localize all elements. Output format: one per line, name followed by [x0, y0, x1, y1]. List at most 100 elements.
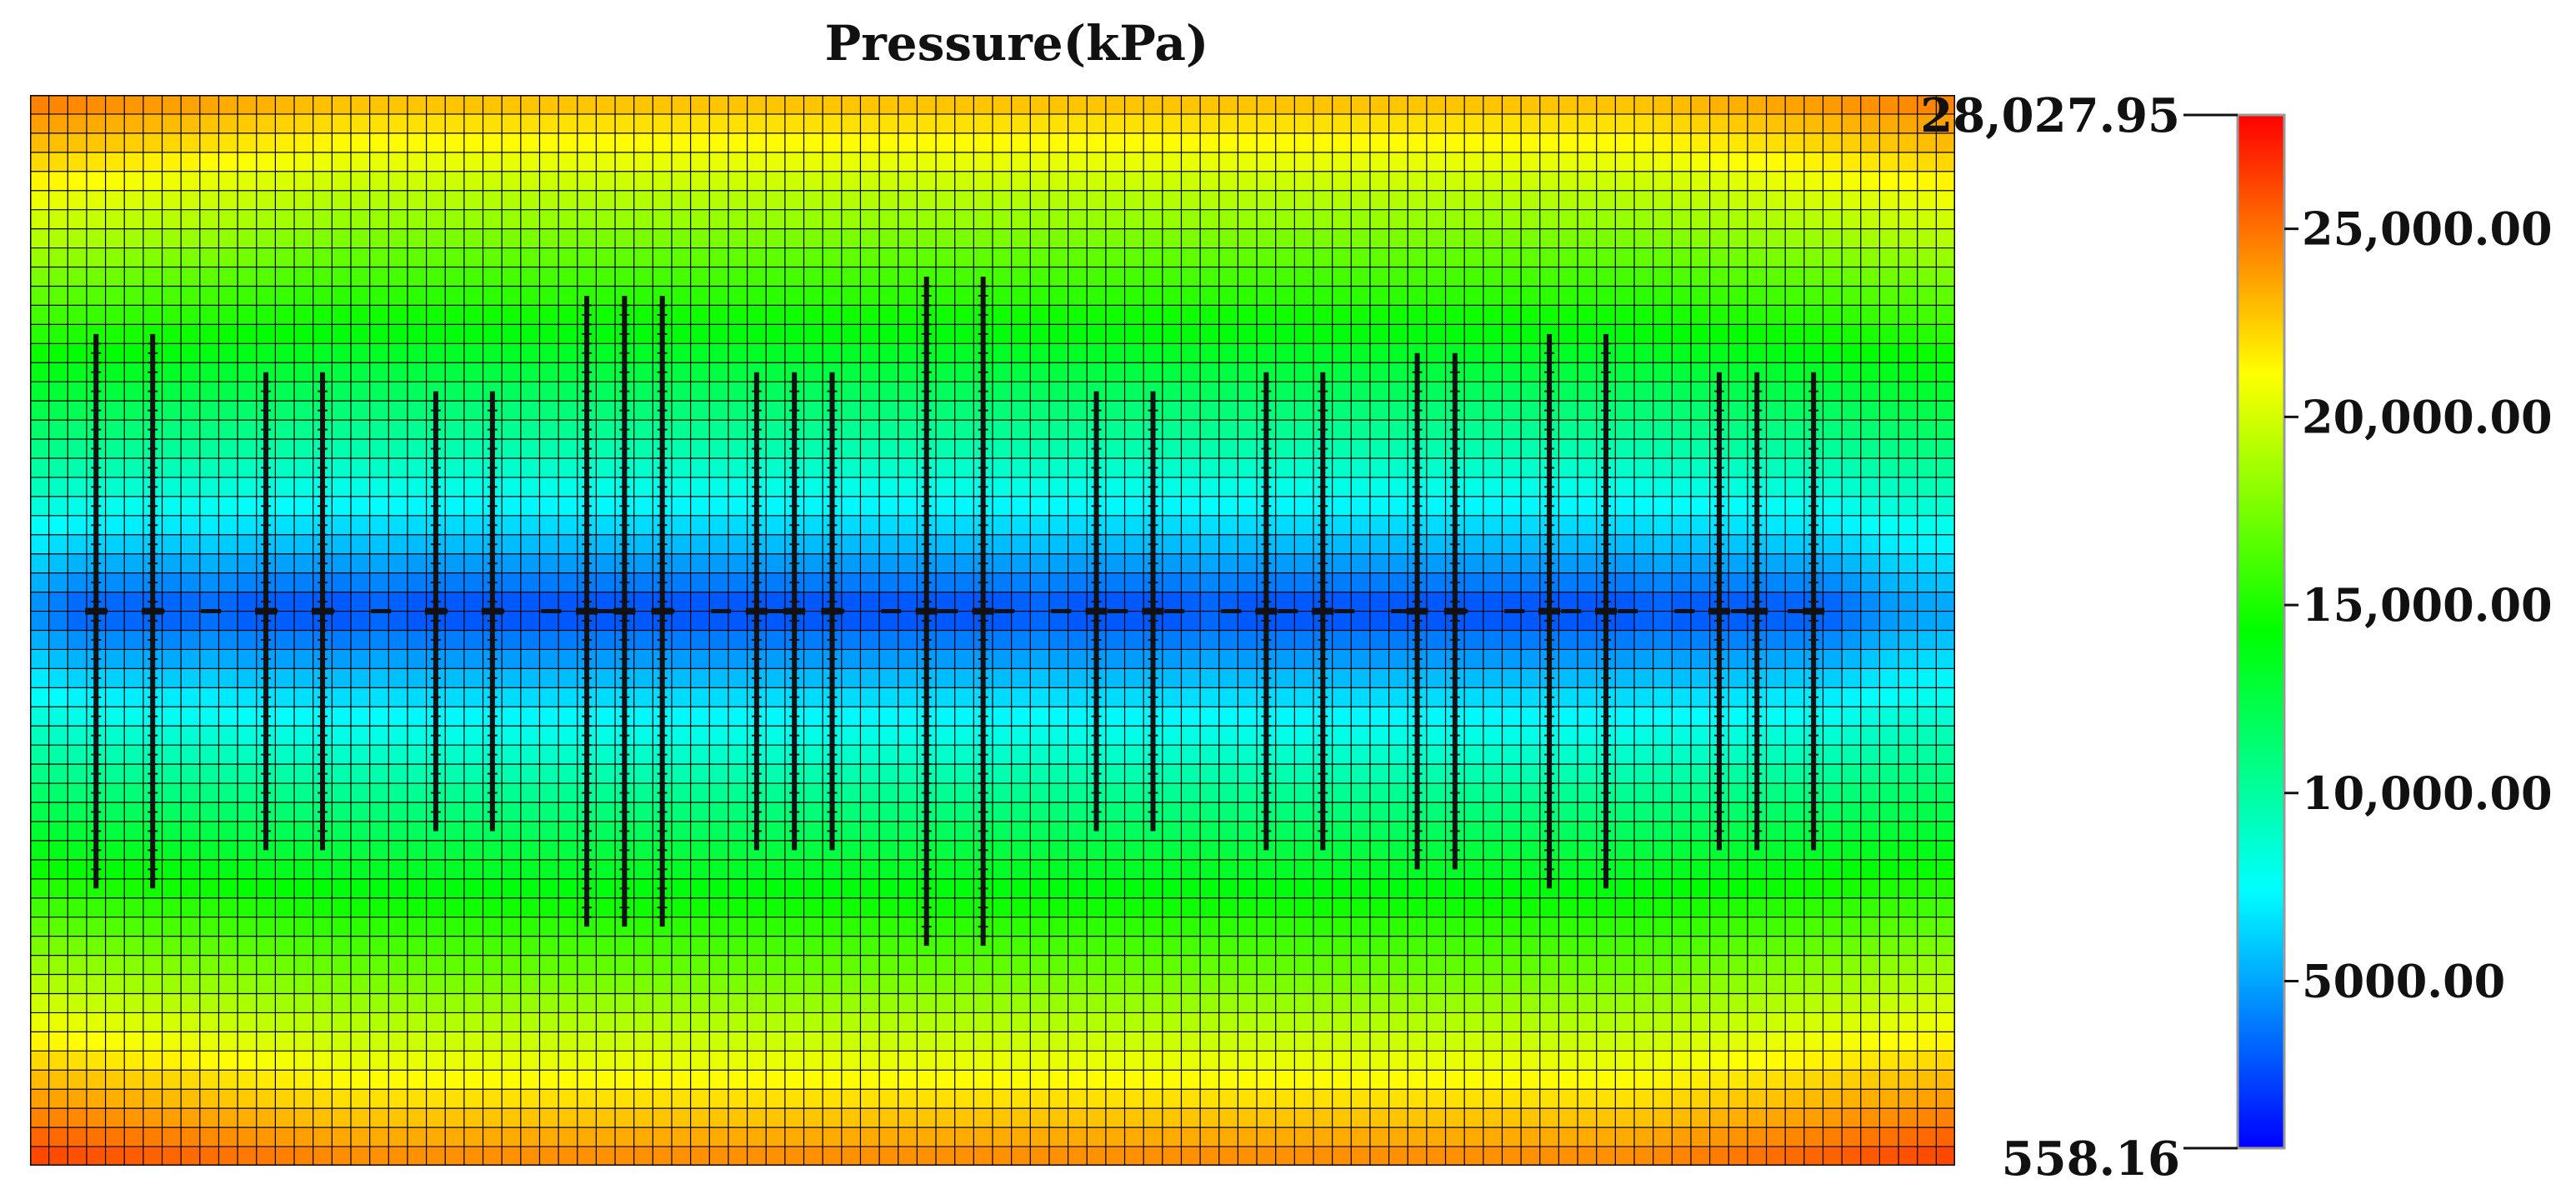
heatmap-cell [1709, 267, 1729, 287]
heatmap-cell [1879, 286, 1899, 307]
heatmap-cell [1181, 917, 1201, 937]
heatmap-cell [1766, 477, 1786, 497]
heatmap-cell [1936, 515, 1955, 536]
heatmap-cell [238, 95, 258, 115]
heatmap-cell [841, 745, 862, 765]
heatmap-cell [1653, 343, 1673, 363]
heatmap-cell [388, 726, 408, 746]
heatmap-cell [1690, 190, 1711, 211]
heatmap-cell [1502, 1012, 1522, 1032]
heatmap-cell [1634, 630, 1654, 651]
heatmap-cell [218, 955, 238, 976]
heatmap-cell [558, 745, 578, 765]
heatmap-cell [1257, 190, 1277, 211]
heatmap-cell [1369, 305, 1390, 325]
heatmap-cell [520, 726, 541, 746]
heatmap-cell [218, 840, 238, 861]
heatmap-cell [936, 802, 956, 822]
heatmap-cell [1709, 305, 1729, 325]
heatmap-cell [1842, 401, 1862, 421]
heatmap-cell [539, 707, 559, 727]
heatmap-cell [181, 553, 201, 574]
heatmap-cell [1048, 726, 1069, 746]
heatmap-cell [1766, 439, 1786, 459]
heatmap-cell [1747, 152, 1768, 172]
heatmap-cell [1030, 515, 1050, 536]
heatmap-cell [1483, 878, 1503, 899]
heatmap-cell [841, 764, 862, 784]
heatmap-cell [275, 401, 295, 421]
heatmap-cell [1596, 974, 1616, 995]
heatmap-cell [1369, 209, 1390, 230]
heatmap-cell [1521, 993, 1541, 1014]
heatmap-cell [784, 305, 805, 325]
heatmap-cell [520, 152, 541, 172]
heatmap-cell [1048, 228, 1069, 249]
heatmap-cell [1672, 802, 1692, 822]
heatmap-cell [1917, 955, 1937, 976]
heatmap-cell [936, 821, 956, 842]
heatmap-cell [879, 897, 899, 918]
heatmap-cell [1275, 707, 1295, 727]
heatmap-cell [124, 209, 144, 230]
heatmap-cell [1445, 132, 1465, 153]
heatmap-cell [1785, 668, 1805, 688]
heatmap-cell [388, 917, 408, 937]
heatmap-cell [48, 687, 68, 707]
heatmap-cell [1936, 821, 1955, 842]
heatmap-cell [1634, 955, 1654, 976]
heatmap-cell [199, 630, 220, 651]
heatmap-cell [1275, 840, 1295, 861]
heatmap-cell [238, 592, 258, 612]
heatmap-cell [1087, 228, 1107, 249]
heatmap-cell [351, 439, 371, 459]
heatmap-cell [898, 917, 918, 937]
heatmap-cell [445, 707, 465, 727]
heatmap-cell [1464, 439, 1484, 459]
heatmap-cell [1785, 534, 1805, 555]
heatmap-cell [1238, 764, 1258, 784]
heatmap-cell [784, 228, 805, 249]
heatmap-cell [747, 228, 767, 249]
heatmap-cell [1803, 974, 1824, 995]
heatmap-cell [388, 228, 408, 249]
heatmap-cell [1238, 630, 1258, 651]
heatmap-cell [124, 534, 144, 555]
heatmap-cell [1558, 955, 1578, 976]
heatmap-cell [766, 496, 786, 517]
heatmap-cell [558, 343, 578, 363]
heatmap-cell [1275, 152, 1295, 172]
heatmap-cell [1048, 401, 1069, 421]
heatmap-cell [48, 113, 68, 134]
heatmap-cell [954, 267, 974, 287]
heatmap-cell [1917, 439, 1937, 459]
heatmap-cell [1011, 439, 1031, 459]
heatmap-cell [1332, 152, 1352, 172]
heatmap-cell [1578, 382, 1598, 402]
heatmap-cell [860, 132, 880, 153]
heatmap-cell [1785, 707, 1805, 727]
heatmap-cell [275, 726, 295, 746]
heatmap-cell [1162, 630, 1183, 651]
heatmap-cell [1558, 802, 1578, 822]
heatmap-cell [1615, 439, 1635, 459]
heatmap-cell [1369, 936, 1390, 957]
heatmap-cell [1011, 649, 1031, 669]
heatmap-cell [520, 382, 541, 402]
heatmap-cell [332, 515, 352, 536]
heatmap-cell [1218, 572, 1239, 593]
heatmap-cell [313, 228, 333, 249]
heatmap-cell [1351, 420, 1371, 440]
heatmap-cell [124, 1012, 144, 1032]
heatmap-cell [954, 95, 974, 115]
heatmap-cell [1558, 324, 1578, 344]
heatmap-cell [1218, 783, 1239, 803]
heatmap-cell [238, 132, 258, 153]
heatmap-cell [1464, 113, 1484, 134]
heatmap-cell [294, 726, 314, 746]
heatmap-cell [633, 190, 653, 211]
heatmap-cell [1502, 190, 1522, 211]
heatmap-cell [936, 209, 956, 230]
heatmap-cell [463, 515, 484, 536]
heatmap-cell [615, 1012, 635, 1032]
